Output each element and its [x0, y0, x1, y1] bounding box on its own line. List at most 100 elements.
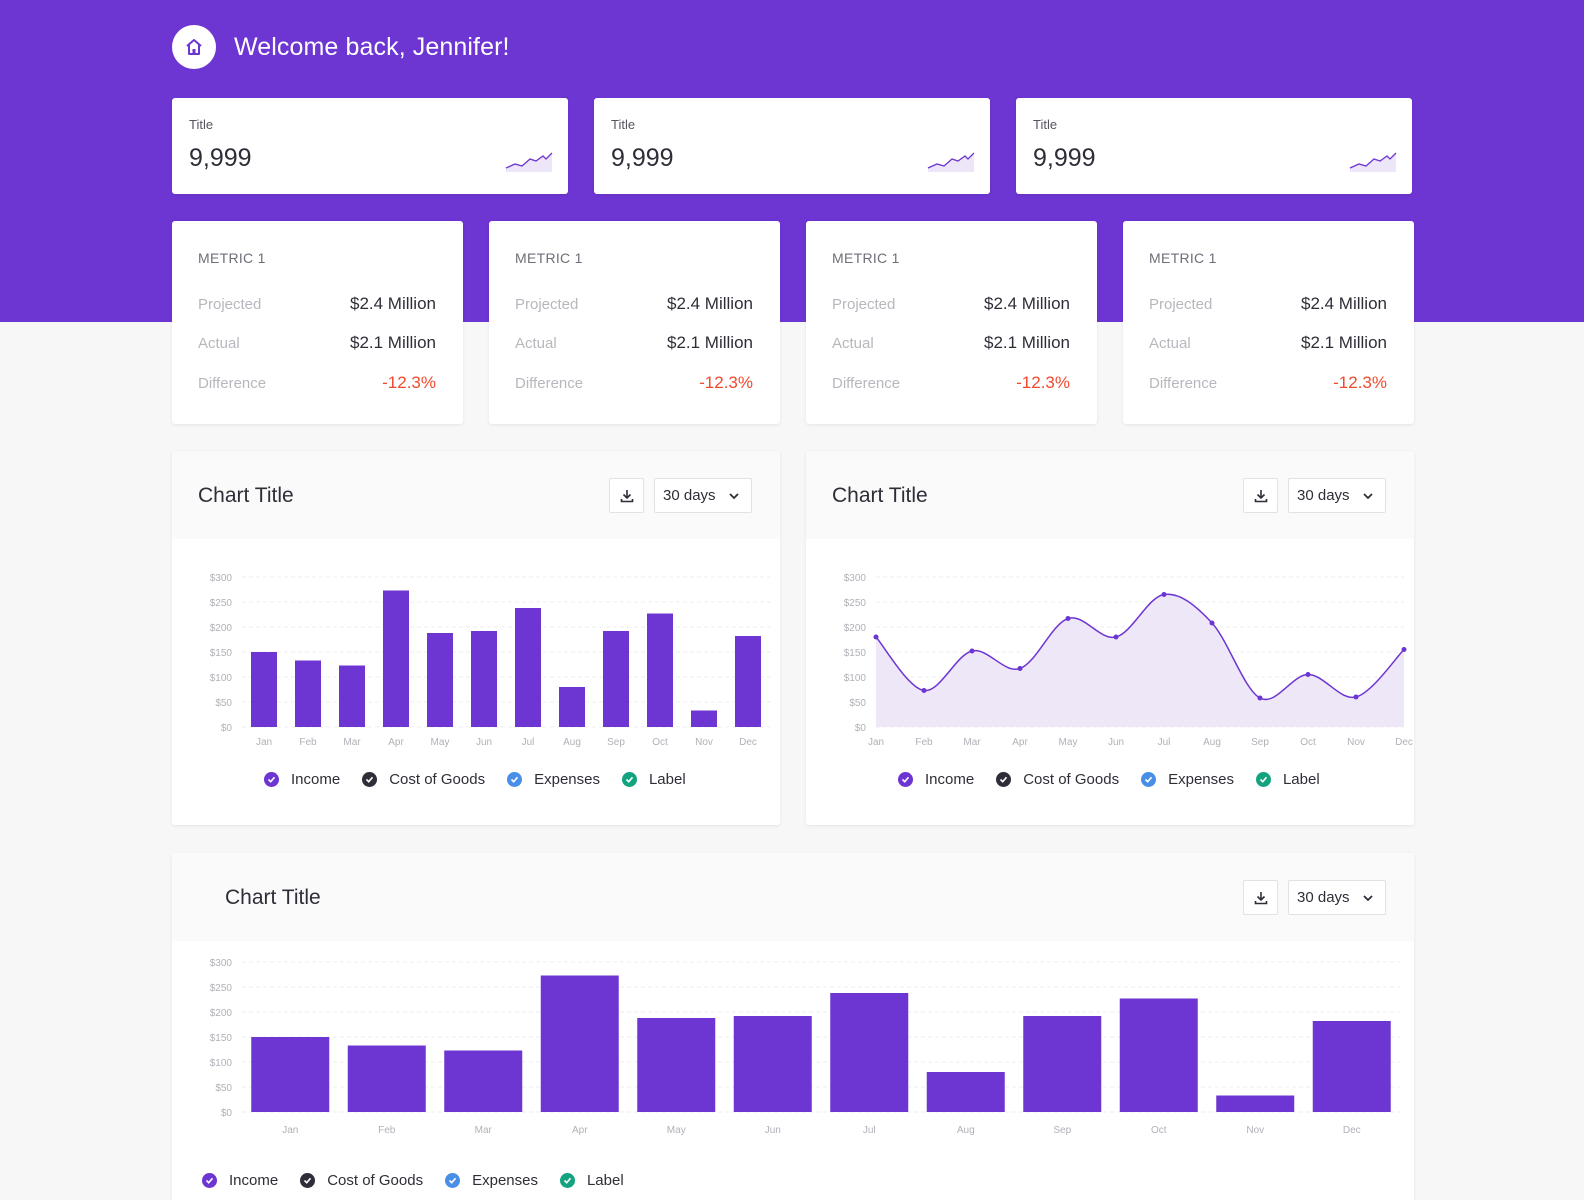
- metric-label: Projected: [832, 296, 896, 313]
- metric-title: METRIC 1: [832, 250, 900, 266]
- chart-legend: Income Cost of Goods Expenses Label: [264, 771, 708, 788]
- x-tick-label: Jul: [863, 1125, 876, 1136]
- bar: [444, 1050, 523, 1112]
- data-point: [1017, 666, 1023, 671]
- chart-card: Chart Title 30 days $0 $50 $100 $150 $200 $25…: [172, 451, 780, 825]
- data-point: [1257, 695, 1263, 701]
- bar: [1216, 1095, 1295, 1112]
- stat-title: Title: [611, 117, 636, 132]
- chart-title: Chart Title: [225, 886, 321, 909]
- metric-card: METRIC 1 Projected $2.4 Million Actual $…: [1123, 221, 1414, 424]
- legend-item[interactable]: Income: [202, 1172, 278, 1189]
- metric-label: Actual: [1149, 335, 1191, 352]
- date-range-select[interactable]: 30 days: [1288, 478, 1386, 513]
- date-range-value: 30 days: [1297, 889, 1350, 906]
- y-tick-label: $50: [215, 1083, 232, 1094]
- download-icon: [1254, 489, 1267, 502]
- date-range-value: 30 days: [663, 487, 716, 504]
- y-tick-label: $0: [221, 723, 233, 734]
- x-tick-label: Aug: [563, 737, 581, 748]
- check-icon: [898, 772, 913, 787]
- stat-card[interactable]: Title 9,999: [594, 98, 990, 194]
- x-tick-label: Sep: [1053, 1125, 1071, 1136]
- download-button[interactable]: [1243, 478, 1278, 513]
- metric-value: $2.1 Million: [984, 333, 1070, 352]
- x-tick-label: Mar: [475, 1125, 493, 1136]
- metric-label: Difference: [198, 375, 267, 392]
- y-tick-label: $150: [210, 1033, 233, 1044]
- x-tick-label: Aug: [1203, 737, 1221, 748]
- legend-item[interactable]: Cost of Goods: [300, 1172, 423, 1189]
- x-tick-label: Apr: [572, 1125, 588, 1136]
- bar: [830, 993, 909, 1112]
- x-tick-label: Apr: [388, 737, 404, 748]
- bar: [691, 710, 717, 727]
- metric-card: METRIC 1 Projected $2.4 Million Actual $…: [806, 221, 1097, 424]
- bar: [637, 1018, 716, 1112]
- date-range-select[interactable]: 30 days: [654, 478, 752, 513]
- metric-value: $2.1 Million: [1301, 333, 1387, 352]
- chart-title: Chart Title: [832, 484, 928, 507]
- legend-label: Cost of Goods: [327, 1172, 424, 1189]
- stat-card[interactable]: Title 9,999: [1016, 98, 1412, 194]
- x-tick-label: Jan: [282, 1125, 298, 1136]
- chart-header: Chart Title 30 days: [172, 853, 1414, 941]
- chart-legend: Income Cost of Goods Expenses Label: [898, 771, 1342, 788]
- x-tick-label: Jan: [868, 737, 884, 748]
- metric-row-actual: Actual $2.1 Million: [832, 333, 1070, 353]
- legend-item[interactable]: Cost of Goods: [996, 771, 1119, 788]
- home-button[interactable]: [172, 25, 216, 69]
- y-tick-label: $250: [210, 983, 233, 994]
- y-tick-label: $300: [210, 958, 233, 969]
- metric-label: Projected: [198, 296, 262, 313]
- legend-item[interactable]: Expenses: [445, 1172, 538, 1189]
- metric-value: -12.3%: [1016, 373, 1070, 392]
- chart-card: Chart Title 30 days $0 $50 $100 $150 $200 $25…: [172, 853, 1414, 1200]
- chart-header: Chart Title 30 days: [806, 451, 1414, 539]
- legend-label: Label: [648, 771, 686, 788]
- bar: [383, 590, 409, 727]
- welcome-message: Welcome back, Jennifer!: [234, 32, 510, 61]
- x-tick-label: Dec: [739, 737, 757, 748]
- legend-item[interactable]: Expenses: [507, 771, 600, 788]
- metric-row-actual: Actual $2.1 Million: [515, 333, 753, 353]
- legend-label: Cost of Goods: [389, 771, 486, 788]
- metric-row-actual: Actual $2.1 Million: [198, 333, 436, 353]
- stat-value: 9,999: [611, 144, 674, 172]
- y-tick-label: $100: [210, 1058, 233, 1069]
- metric-value: -12.3%: [382, 373, 436, 392]
- download-button[interactable]: [609, 478, 644, 513]
- legend-item[interactable]: Label: [1255, 771, 1320, 788]
- y-tick-label: $250: [210, 598, 233, 609]
- bar: [471, 631, 497, 727]
- legend-label: Label: [586, 1172, 624, 1189]
- x-tick-label: Sep: [1251, 737, 1269, 748]
- legend-item[interactable]: Cost of Goods: [362, 771, 485, 788]
- legend-item[interactable]: Label: [621, 771, 686, 788]
- check-icon: [1141, 772, 1157, 787]
- y-tick-label: $50: [215, 698, 232, 709]
- check-icon: [300, 1173, 316, 1188]
- x-tick-label: Sep: [607, 737, 625, 748]
- x-tick-label: Jan: [256, 737, 272, 748]
- download-button[interactable]: [1243, 880, 1278, 915]
- x-tick-label: Jul: [1158, 737, 1171, 748]
- sparkline-icon: [1349, 152, 1397, 172]
- legend-item[interactable]: Income: [898, 771, 974, 788]
- date-range-select[interactable]: 30 days: [1288, 880, 1386, 915]
- chart-title: Chart Title: [198, 484, 294, 507]
- stat-value: 9,999: [189, 144, 252, 172]
- metric-value: $2.4 Million: [350, 294, 436, 313]
- metric-value: -12.3%: [699, 373, 753, 392]
- legend-item[interactable]: Expenses: [1141, 771, 1234, 788]
- y-tick-label: $200: [210, 1008, 233, 1019]
- stat-value: 9,999: [1033, 144, 1096, 172]
- stat-card[interactable]: Title 9,999: [172, 98, 568, 194]
- legend-item[interactable]: Income: [264, 771, 340, 788]
- metric-label: Actual: [515, 335, 557, 352]
- metric-row-projected: Projected $2.4 Million: [832, 294, 1070, 314]
- data-point: [1305, 672, 1311, 677]
- bar: [251, 1037, 330, 1112]
- legend-item[interactable]: Label: [559, 1172, 624, 1189]
- check-icon: [202, 1173, 217, 1188]
